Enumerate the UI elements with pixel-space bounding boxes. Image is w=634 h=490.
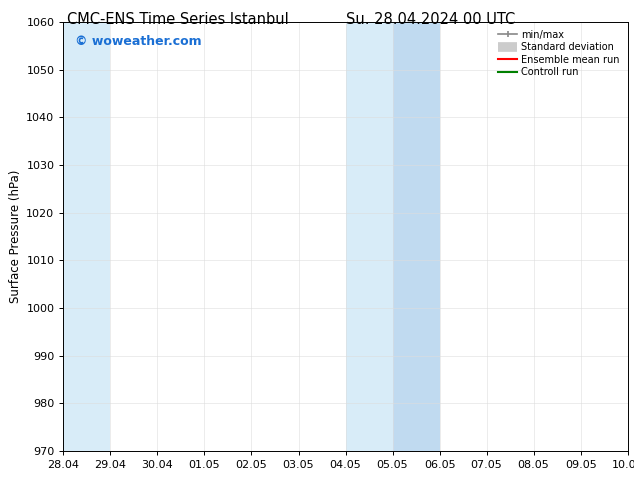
Bar xyxy=(346,22,392,451)
Text: CMC-ENS Time Series Istanbul: CMC-ENS Time Series Istanbul xyxy=(67,12,288,27)
Text: Su. 28.04.2024 00 UTC: Su. 28.04.2024 00 UTC xyxy=(347,12,515,27)
Text: © woweather.com: © woweather.com xyxy=(75,35,202,48)
Bar xyxy=(392,22,439,451)
Y-axis label: Surface Pressure (hPa): Surface Pressure (hPa) xyxy=(9,170,22,303)
Legend: min/max, Standard deviation, Ensemble mean run, Controll run: min/max, Standard deviation, Ensemble me… xyxy=(495,27,623,80)
Bar xyxy=(63,22,110,451)
